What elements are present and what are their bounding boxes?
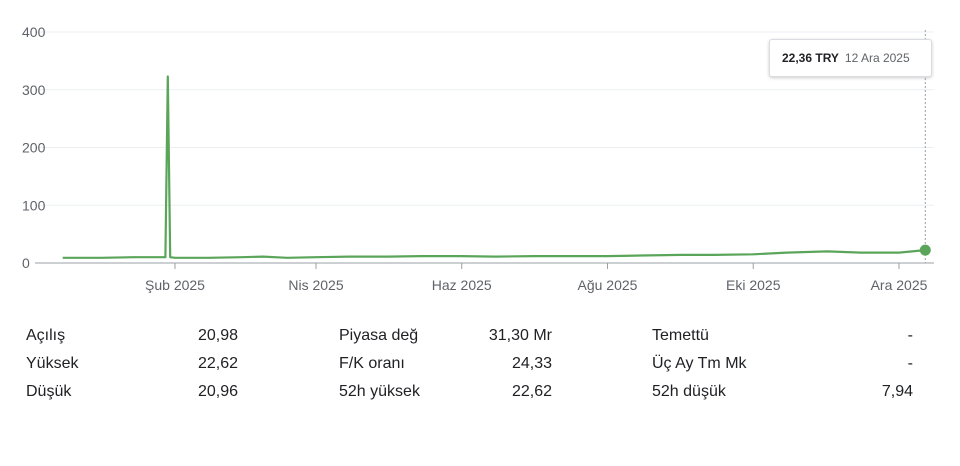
stat-value: 24,33 — [511, 355, 552, 372]
stat-label: Piyasa değ — [339, 327, 419, 344]
x-tick-label: Şub 2025 — [145, 277, 205, 293]
stat-value: - — [907, 327, 913, 344]
x-tick-label: Eki 2025 — [726, 277, 781, 293]
stat-label: 52h yüksek — [339, 383, 420, 400]
y-tick-label: 100 — [22, 197, 46, 213]
x-tick-label: Nis 2025 — [288, 277, 343, 293]
tooltip-date: 12 Ara 2025 — [844, 51, 910, 65]
stats-row: Düşük 20,96 52h yüksek 22,62 52h düşük 7… — [0, 378, 960, 406]
y-tick-label: 0 — [22, 255, 30, 271]
x-tick-label: Ağu 2025 — [578, 277, 638, 293]
stat-label: Açılış — [26, 327, 66, 344]
stat-value: 7,94 — [881, 383, 913, 400]
stat-label: Düşük — [26, 383, 72, 400]
x-tick-label: Ara 2025 — [871, 277, 928, 293]
current-price-marker — [919, 244, 931, 256]
stats-table: Açılış 20,98 Piyasa değ 31,30 Mr Temettü… — [0, 322, 960, 406]
stats-row: Açılış 20,98 Piyasa değ 31,30 Mr Temettü… — [0, 322, 960, 350]
stat-label: Üç Ay Tm Mk — [652, 355, 747, 372]
stat-value: 22,62 — [197, 355, 238, 372]
stat-label: 52h düşük — [652, 383, 726, 400]
x-tick-label: Haz 2025 — [432, 277, 492, 293]
y-tick-label: 300 — [22, 82, 46, 98]
stat-value: 20,96 — [197, 383, 238, 400]
stats-row: Yüksek 22,62 F/K oranı 24,33 Üç Ay Tm Mk… — [0, 350, 960, 378]
price-chart[interactable]: 400 300 200 100 0 Şub 2025 Nis 2025 Haz 2025 Ağu… — [0, 0, 960, 300]
stat-value: - — [907, 355, 913, 372]
stat-value: 22,62 — [511, 383, 552, 400]
stat-value: 20,98 — [197, 327, 238, 344]
tooltip-price: 22,36 TRY — [782, 51, 839, 65]
stat-label: Yüksek — [26, 355, 79, 372]
stat-value: 31,30 Mr — [488, 327, 552, 344]
y-tick-label: 400 — [22, 24, 46, 40]
stat-label: F/K oranı — [339, 355, 405, 372]
price-tooltip: 22,36 TRY 12 Ara 2025 — [769, 39, 932, 77]
price-series-line — [62, 75, 926, 259]
stat-label: Temettü — [652, 327, 709, 344]
y-tick-label: 200 — [22, 140, 46, 156]
